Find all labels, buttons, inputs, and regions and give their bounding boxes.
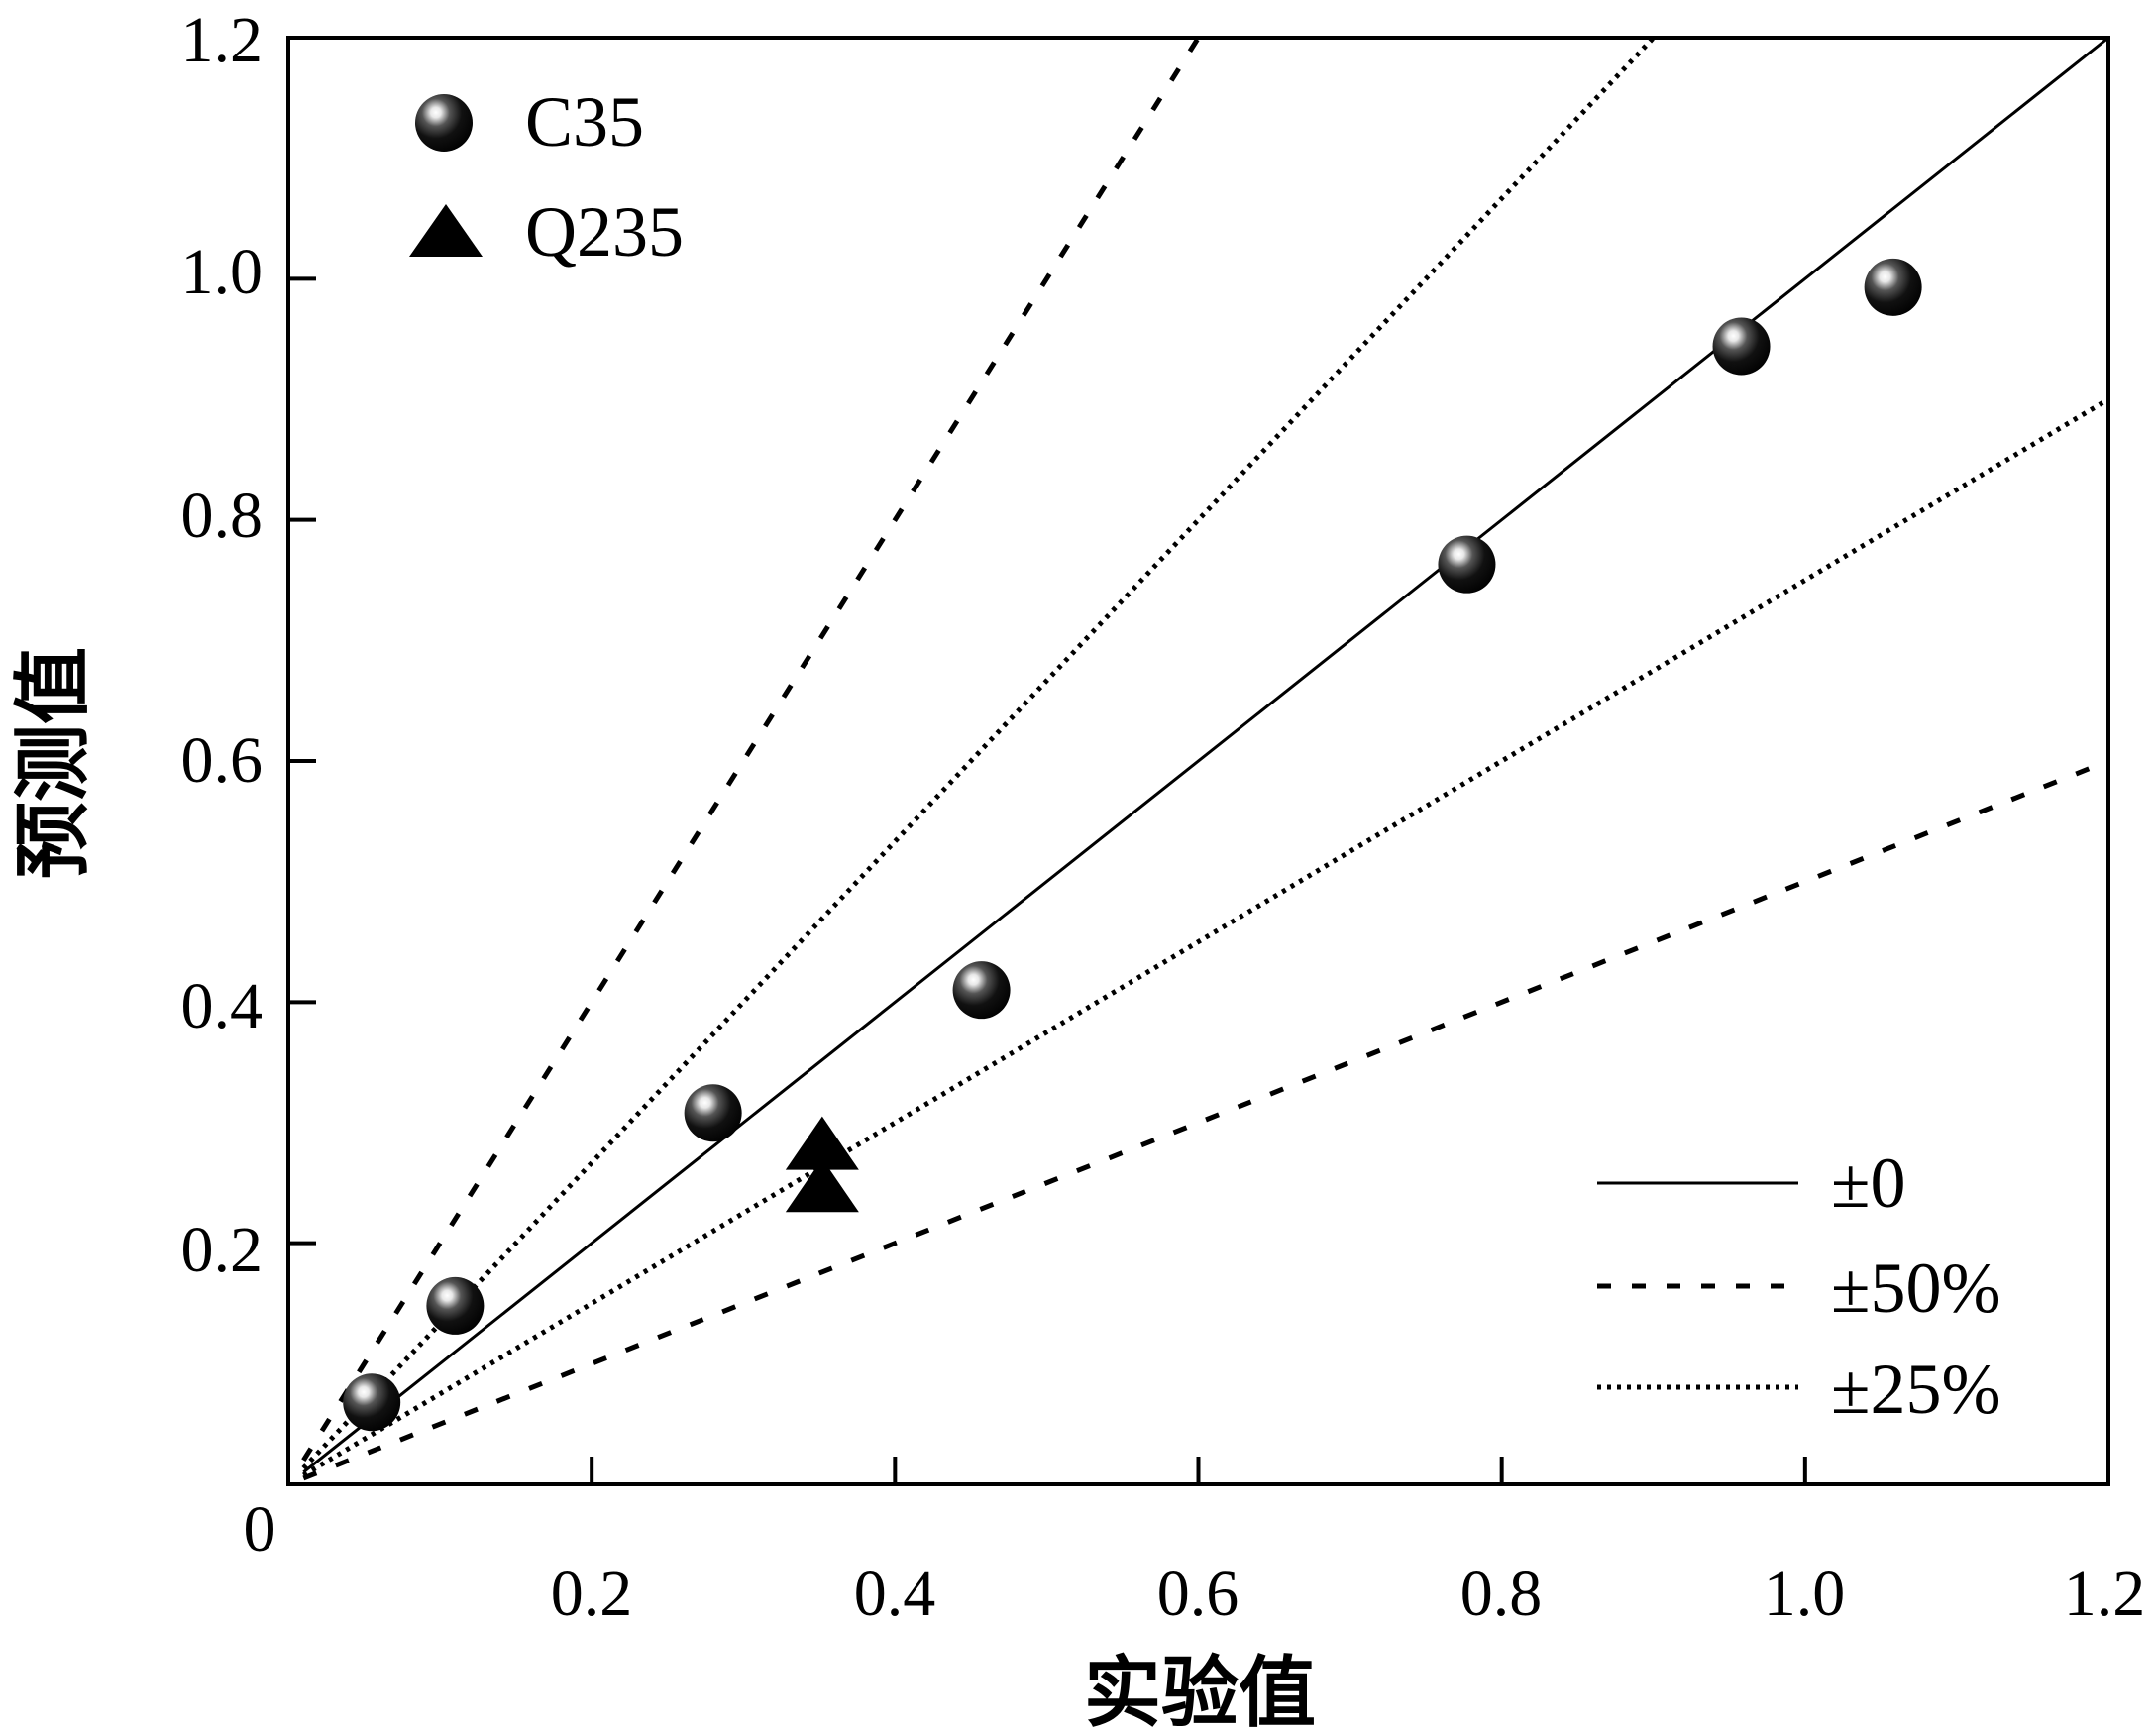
- point-q235-0: [785, 1116, 859, 1170]
- reference-line-dashed-1: [302, 758, 2108, 1481]
- x-tick-label-0.8: 0.8: [1460, 1558, 1543, 1630]
- legend-q235-label: Q235: [525, 192, 684, 271]
- y-tick-labels: 0.2 0.4 0.6 0.8 1.0 1.2: [181, 4, 264, 1286]
- reference-line-solid-0: [302, 38, 2108, 1474]
- data-points: [343, 258, 1922, 1432]
- y-tick-label-1.2: 1.2: [181, 4, 264, 76]
- point-c35-0: [343, 1373, 401, 1432]
- y-tick-label-0.8: 0.8: [181, 480, 264, 552]
- point-c35-5: [1712, 317, 1771, 376]
- legend-solid-label: ±0: [1831, 1143, 1906, 1223]
- reference-lines: [301, 38, 2108, 1481]
- legend-dashed-label: ±50%: [1831, 1248, 2001, 1328]
- y-tick-label-0.2: 0.2: [181, 1214, 264, 1286]
- legend-markers: C35 Q235: [409, 82, 684, 271]
- legend-c35-marker: [415, 94, 473, 152]
- legend-dotted-label: ±25%: [1831, 1350, 2001, 1429]
- point-c35-6: [1864, 258, 1922, 316]
- y-tick-label-0.4: 0.4: [181, 970, 264, 1042]
- point-q235-1: [785, 1158, 859, 1213]
- y-tick-label-1.0: 1.0: [181, 236, 264, 308]
- axis-ticks: [288, 276, 1807, 1484]
- x-tick-label-1.2: 1.2: [2064, 1558, 2146, 1630]
- legend-c35-label: C35: [525, 82, 644, 162]
- point-c35-2: [684, 1084, 742, 1142]
- legend-lines: ±0 ±50% ±25%: [1597, 1143, 2001, 1429]
- reference-line-dashed-0: [301, 38, 1201, 1462]
- point-c35-3: [952, 961, 1011, 1020]
- legend-q235-marker: [409, 204, 483, 257]
- y-axis-title: 预测值: [9, 647, 98, 879]
- reference-line-dotted-0: [301, 38, 1656, 1470]
- x-tick-label-0: 0: [244, 1493, 276, 1566]
- x-tick-label-0.4: 0.4: [854, 1558, 936, 1630]
- x-tick-label-1.0: 1.0: [1764, 1558, 1846, 1630]
- x-tick-label-0.2: 0.2: [551, 1558, 633, 1630]
- x-tick-label-0.6: 0.6: [1157, 1558, 1240, 1630]
- x-axis-title: 实验值: [1084, 1649, 1316, 1734]
- point-c35-4: [1438, 535, 1496, 594]
- x-tick-labels: 0 0.2 0.4 0.6 0.8 1.0 1.2: [244, 1493, 2146, 1630]
- reference-line-dotted-1: [302, 396, 2108, 1478]
- point-c35-1: [426, 1276, 485, 1335]
- y-tick-label-0.6: 0.6: [181, 724, 264, 797]
